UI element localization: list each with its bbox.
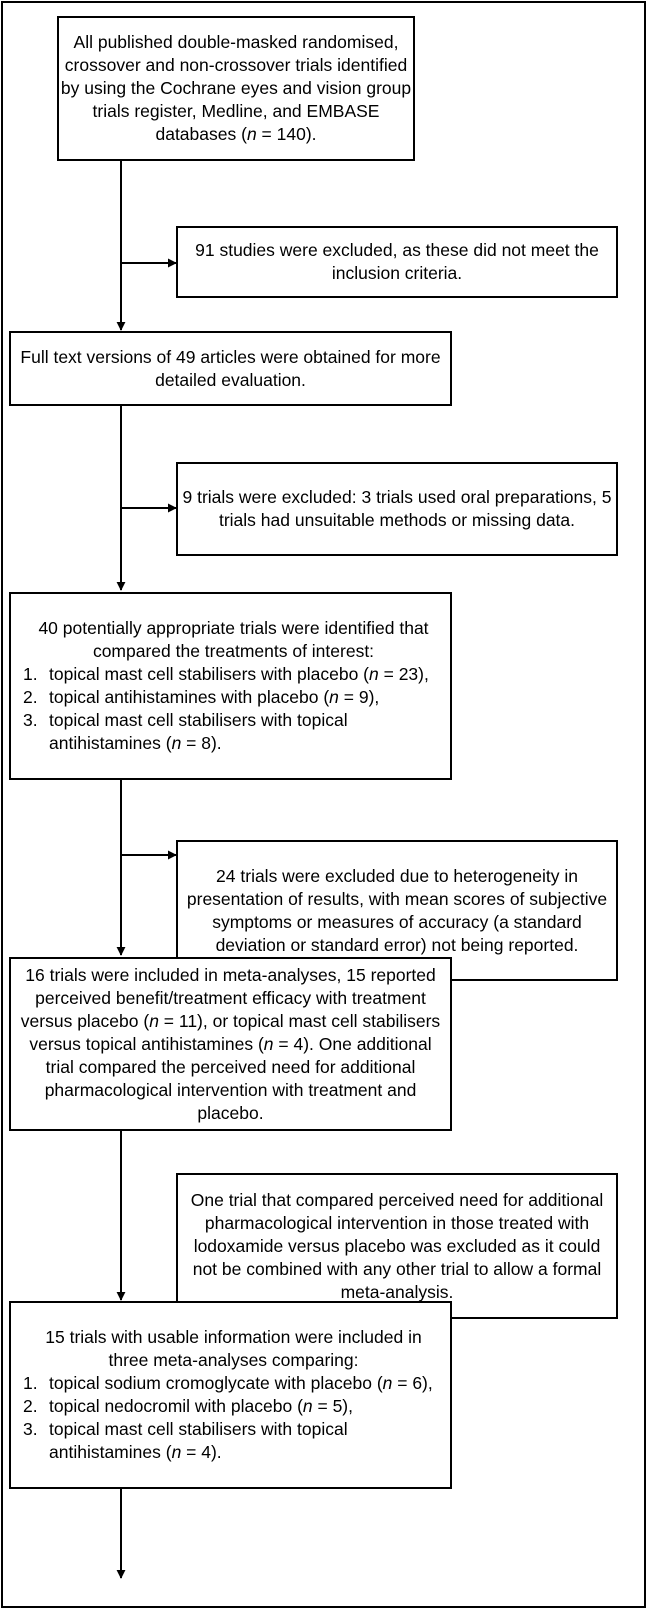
list-item: 2. topical nedocromil with placebo (n = 5… xyxy=(23,1395,444,1418)
box-included-16: 16 trials were included in meta-analyses… xyxy=(9,957,452,1131)
box-included-16-text: 16 trials were included in meta-analyses… xyxy=(17,964,444,1125)
box-excluded-one-text: One trial that compared perceived need f… xyxy=(186,1189,608,1304)
box-excluded-9-text: 9 trials were excluded: 3 trials used or… xyxy=(178,486,616,532)
box-identified-trials: All published double-masked randomised, … xyxy=(57,16,415,161)
box-usable-15: 15 trials with usable information were i… xyxy=(9,1301,452,1489)
list-item: 2. topical antihistamines with placebo (n… xyxy=(23,686,444,709)
box-excluded-24-text: 24 trials were excluded due to heterogen… xyxy=(186,865,608,957)
box-excluded-91: 91 studies were excluded, as these did n… xyxy=(176,226,618,298)
box-excluded-one: One trial that compared perceived need f… xyxy=(176,1173,618,1319)
box-potential-40-intro: 40 potentially appropriate trials were i… xyxy=(23,617,444,663)
box-full-text-49: Full text versions of 49 articles were o… xyxy=(9,331,452,406)
box-identified-trials-text: All published double-masked randomised, … xyxy=(59,31,413,146)
box-excluded-91-text: 91 studies were excluded, as these did n… xyxy=(178,239,616,285)
box-potential-40-list: 1. topical mast cell stabilisers with pla… xyxy=(23,663,444,755)
list-item: 3. topical mast cell stabilisers with top… xyxy=(23,1418,444,1464)
box-usable-15-list: 1. topical sodium cromoglycate with place… xyxy=(23,1372,444,1464)
box-excluded-9: 9 trials were excluded: 3 trials used or… xyxy=(176,462,618,556)
list-item: 1. topical sodium cromoglycate with place… xyxy=(23,1372,444,1395)
list-item: 1. topical mast cell stabilisers with pla… xyxy=(23,663,444,686)
box-potential-40: 40 potentially appropriate trials were i… xyxy=(9,592,452,780)
list-item: 3. topical mast cell stabilisers with top… xyxy=(23,709,444,755)
box-usable-15-intro: 15 trials with usable information were i… xyxy=(23,1326,444,1372)
box-full-text-49-text: Full text versions of 49 articles were o… xyxy=(11,346,450,392)
